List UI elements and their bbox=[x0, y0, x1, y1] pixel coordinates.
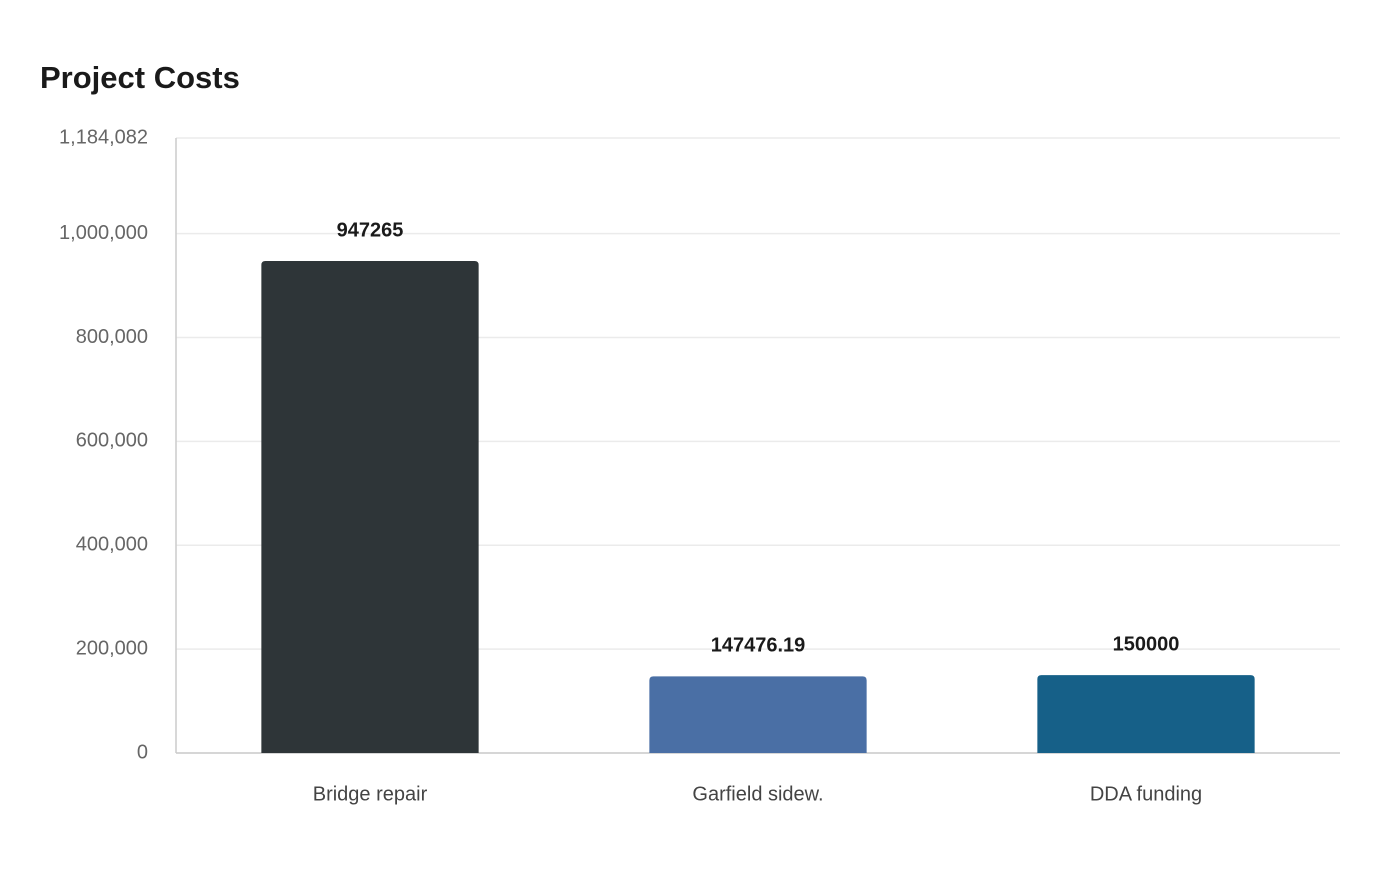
chart-title: Project Costs bbox=[40, 60, 240, 95]
y-tick-label: 400,000 bbox=[76, 534, 148, 556]
y-tick-label: 0 bbox=[137, 741, 148, 763]
y-tick-label: 800,000 bbox=[76, 326, 148, 348]
y-tick-label: 200,000 bbox=[76, 637, 148, 659]
x-tick-label: Bridge repair bbox=[313, 783, 428, 805]
x-tick-label: Garfield sidew. bbox=[692, 783, 823, 805]
bar bbox=[261, 261, 479, 753]
y-tick-label: 600,000 bbox=[76, 430, 148, 452]
x-tick-label: DDA funding bbox=[1090, 783, 1202, 805]
value-label: 147476.19 bbox=[711, 635, 806, 657]
bar bbox=[1037, 675, 1255, 753]
y-tick-label: 1,184,082 bbox=[59, 126, 148, 148]
value-label: 150000 bbox=[1113, 633, 1180, 655]
value-label: 947265 bbox=[337, 219, 404, 241]
bar bbox=[649, 676, 867, 753]
y-tick-label: 1,000,000 bbox=[59, 222, 148, 244]
